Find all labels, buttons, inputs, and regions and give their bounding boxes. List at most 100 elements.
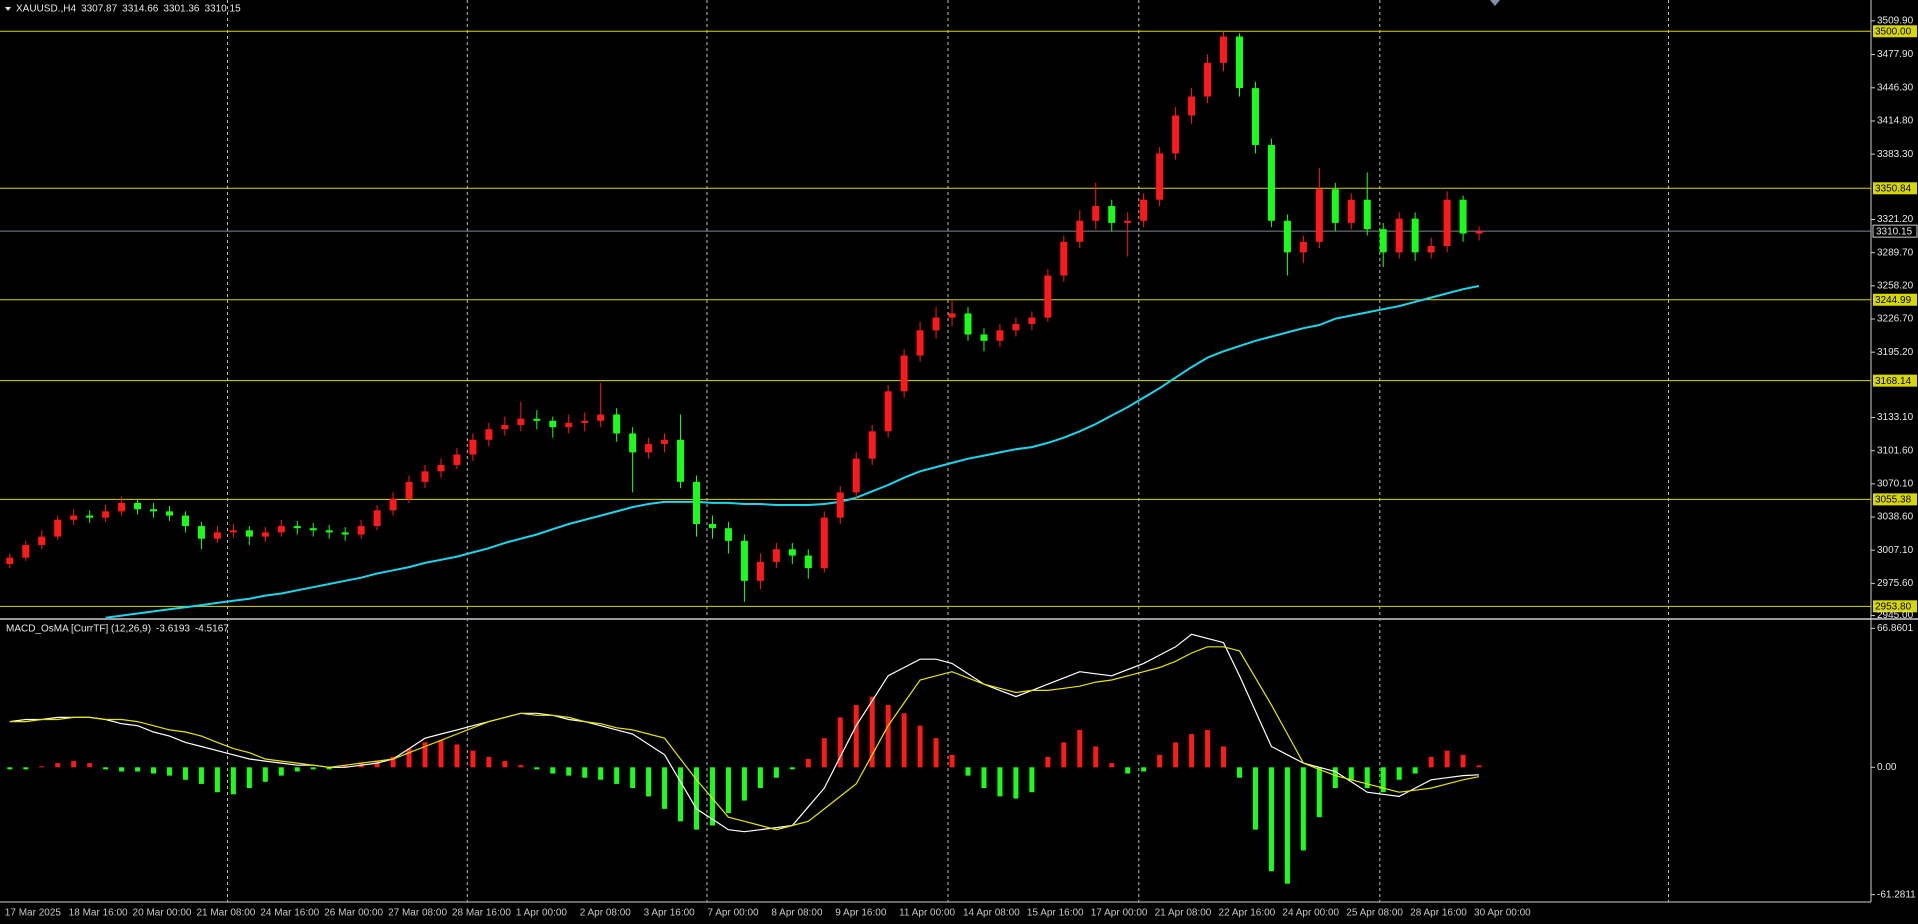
candle-body xyxy=(341,532,349,535)
candle-body xyxy=(1283,220,1291,253)
candle-body xyxy=(166,511,173,516)
header-high: 3314.66 xyxy=(122,4,159,15)
histogram-bar xyxy=(630,767,636,789)
candle-body xyxy=(421,471,429,482)
level-label-box xyxy=(1873,493,1917,506)
indicator-signal-value: -4.5167 xyxy=(195,624,229,635)
histogram-bar xyxy=(1013,767,1019,799)
histogram-bar xyxy=(135,767,141,772)
candle-body xyxy=(261,532,269,537)
candle-body xyxy=(1379,229,1387,253)
histogram-bar xyxy=(390,756,396,768)
candle-body xyxy=(453,454,461,466)
candle-body xyxy=(1395,218,1403,253)
candle-body xyxy=(836,492,844,518)
histogram-bar xyxy=(1205,729,1211,768)
histogram-bar xyxy=(646,767,652,797)
y-tick-label: 3321.20 xyxy=(1877,214,1914,225)
header-close: 3310.15 xyxy=(204,4,241,15)
current-price-box xyxy=(1872,224,1918,238)
candle-body xyxy=(134,502,142,510)
histogram-bar xyxy=(39,766,45,768)
histogram-bar xyxy=(662,767,668,809)
histogram-bar xyxy=(997,767,1003,797)
candle-body xyxy=(293,526,301,529)
x-tick-label: 20 Mar 00:00 xyxy=(133,908,192,919)
current-price-label: 3310.15 xyxy=(1876,226,1913,237)
histogram-bar xyxy=(1460,754,1466,768)
candle-body xyxy=(38,536,46,546)
x-tick-label: 25 Apr 08:00 xyxy=(1346,908,1403,919)
histogram-bar xyxy=(119,767,125,772)
histogram-bar xyxy=(1284,767,1290,884)
candle-body xyxy=(788,549,796,556)
y-tick-label: 3383.30 xyxy=(1877,149,1914,160)
candle-body xyxy=(181,515,189,527)
candle-body xyxy=(1299,241,1307,253)
histogram-bar xyxy=(470,750,476,768)
macd-line xyxy=(9,633,1480,833)
histogram-bar xyxy=(1221,746,1227,768)
histogram-bar xyxy=(725,767,731,814)
y-tick-label: 2975.60 xyxy=(1877,578,1914,589)
candle-body xyxy=(469,439,477,455)
histogram-bar xyxy=(502,761,508,768)
y-tick-label: 3258.20 xyxy=(1877,280,1914,291)
candle-body xyxy=(868,431,876,459)
histogram-bar xyxy=(294,767,300,772)
candle-body xyxy=(852,458,860,493)
histogram-bar xyxy=(486,756,492,768)
histogram-bar xyxy=(582,767,588,778)
candle-body xyxy=(86,515,94,518)
level-label: 3500.00 xyxy=(1875,26,1912,37)
y-tick-label: 3038.60 xyxy=(1877,512,1914,523)
y-tick-label: 3070.10 xyxy=(1877,479,1914,490)
candle-body xyxy=(245,530,253,537)
candle-body xyxy=(325,530,333,533)
x-tick-label: 28 Mar 16:00 xyxy=(452,908,511,919)
x-tick-label: 18 Mar 16:00 xyxy=(69,908,128,919)
histogram-bar xyxy=(757,767,763,789)
y-tick-label: -61.2811 xyxy=(1877,889,1916,900)
histogram-bar xyxy=(310,767,316,770)
level-label: 2953.80 xyxy=(1875,601,1912,612)
candle-body xyxy=(932,317,940,331)
histogram-bar xyxy=(438,740,444,768)
y-tick-label: 3007.10 xyxy=(1877,545,1914,556)
histogram-bar xyxy=(1077,729,1083,768)
histogram-bar xyxy=(214,767,220,793)
histogram-bar xyxy=(1109,763,1115,768)
candle-body xyxy=(1172,115,1180,154)
histogram-bar xyxy=(805,758,811,768)
histogram-bar xyxy=(678,767,684,822)
histogram-bar xyxy=(550,767,556,774)
histogram-bar xyxy=(1061,742,1067,768)
x-tick-label: 9 Apr 16:00 xyxy=(835,908,887,919)
histogram-bar xyxy=(422,742,428,768)
y-tick-label: 3509.90 xyxy=(1877,15,1914,26)
x-tick-label: 30 Apr 00:00 xyxy=(1474,908,1531,919)
histogram-bar xyxy=(869,696,875,768)
candle-body xyxy=(1475,231,1483,234)
header-arrow xyxy=(5,7,11,11)
candle-body xyxy=(1235,36,1243,89)
candle-body xyxy=(677,439,685,482)
candle-body xyxy=(1459,199,1467,234)
candle-body xyxy=(740,540,748,581)
candle-body xyxy=(1427,246,1435,253)
histogram-bar xyxy=(1125,767,1131,774)
candle-body xyxy=(996,330,1004,341)
x-tick-label: 11 Apr 00:00 xyxy=(899,908,955,919)
histogram-bar xyxy=(709,767,715,826)
candle-body xyxy=(661,439,669,444)
candle-body xyxy=(1188,96,1196,116)
histogram-bar xyxy=(326,767,332,770)
x-tick-label: 28 Apr 16:00 xyxy=(1410,908,1467,919)
histogram-bar xyxy=(103,767,109,770)
y-tick-label: 0.00 xyxy=(1877,762,1897,773)
histogram-bar xyxy=(741,767,747,801)
y-tick-label: 3289.70 xyxy=(1877,247,1914,258)
y-tick-label: 2945.00 xyxy=(1877,610,1914,621)
histogram-bar xyxy=(342,765,348,768)
candle-body xyxy=(533,418,541,421)
